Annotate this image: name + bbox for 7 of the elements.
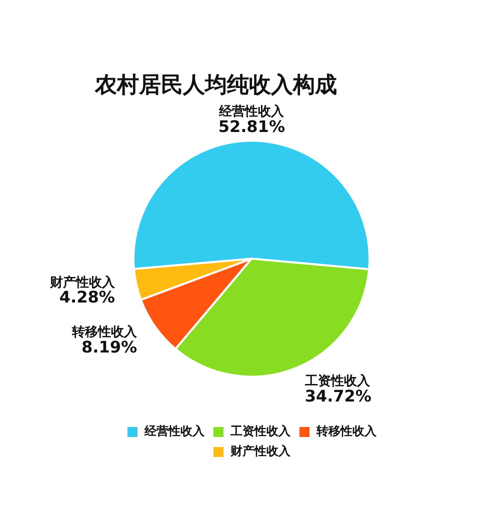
legend-label: 工资性收入 [230, 424, 292, 438]
legend-label: 经营性收入 [144, 424, 206, 438]
chart-title: 农村居民人均纯收入构成 [94, 72, 337, 98]
legend-label: 转移性收入 [316, 424, 378, 438]
legend-label: 财产性收入 [230, 444, 292, 458]
slice-label: 财产性收入 [48, 274, 116, 290]
data-label: 4.28% [59, 288, 115, 307]
